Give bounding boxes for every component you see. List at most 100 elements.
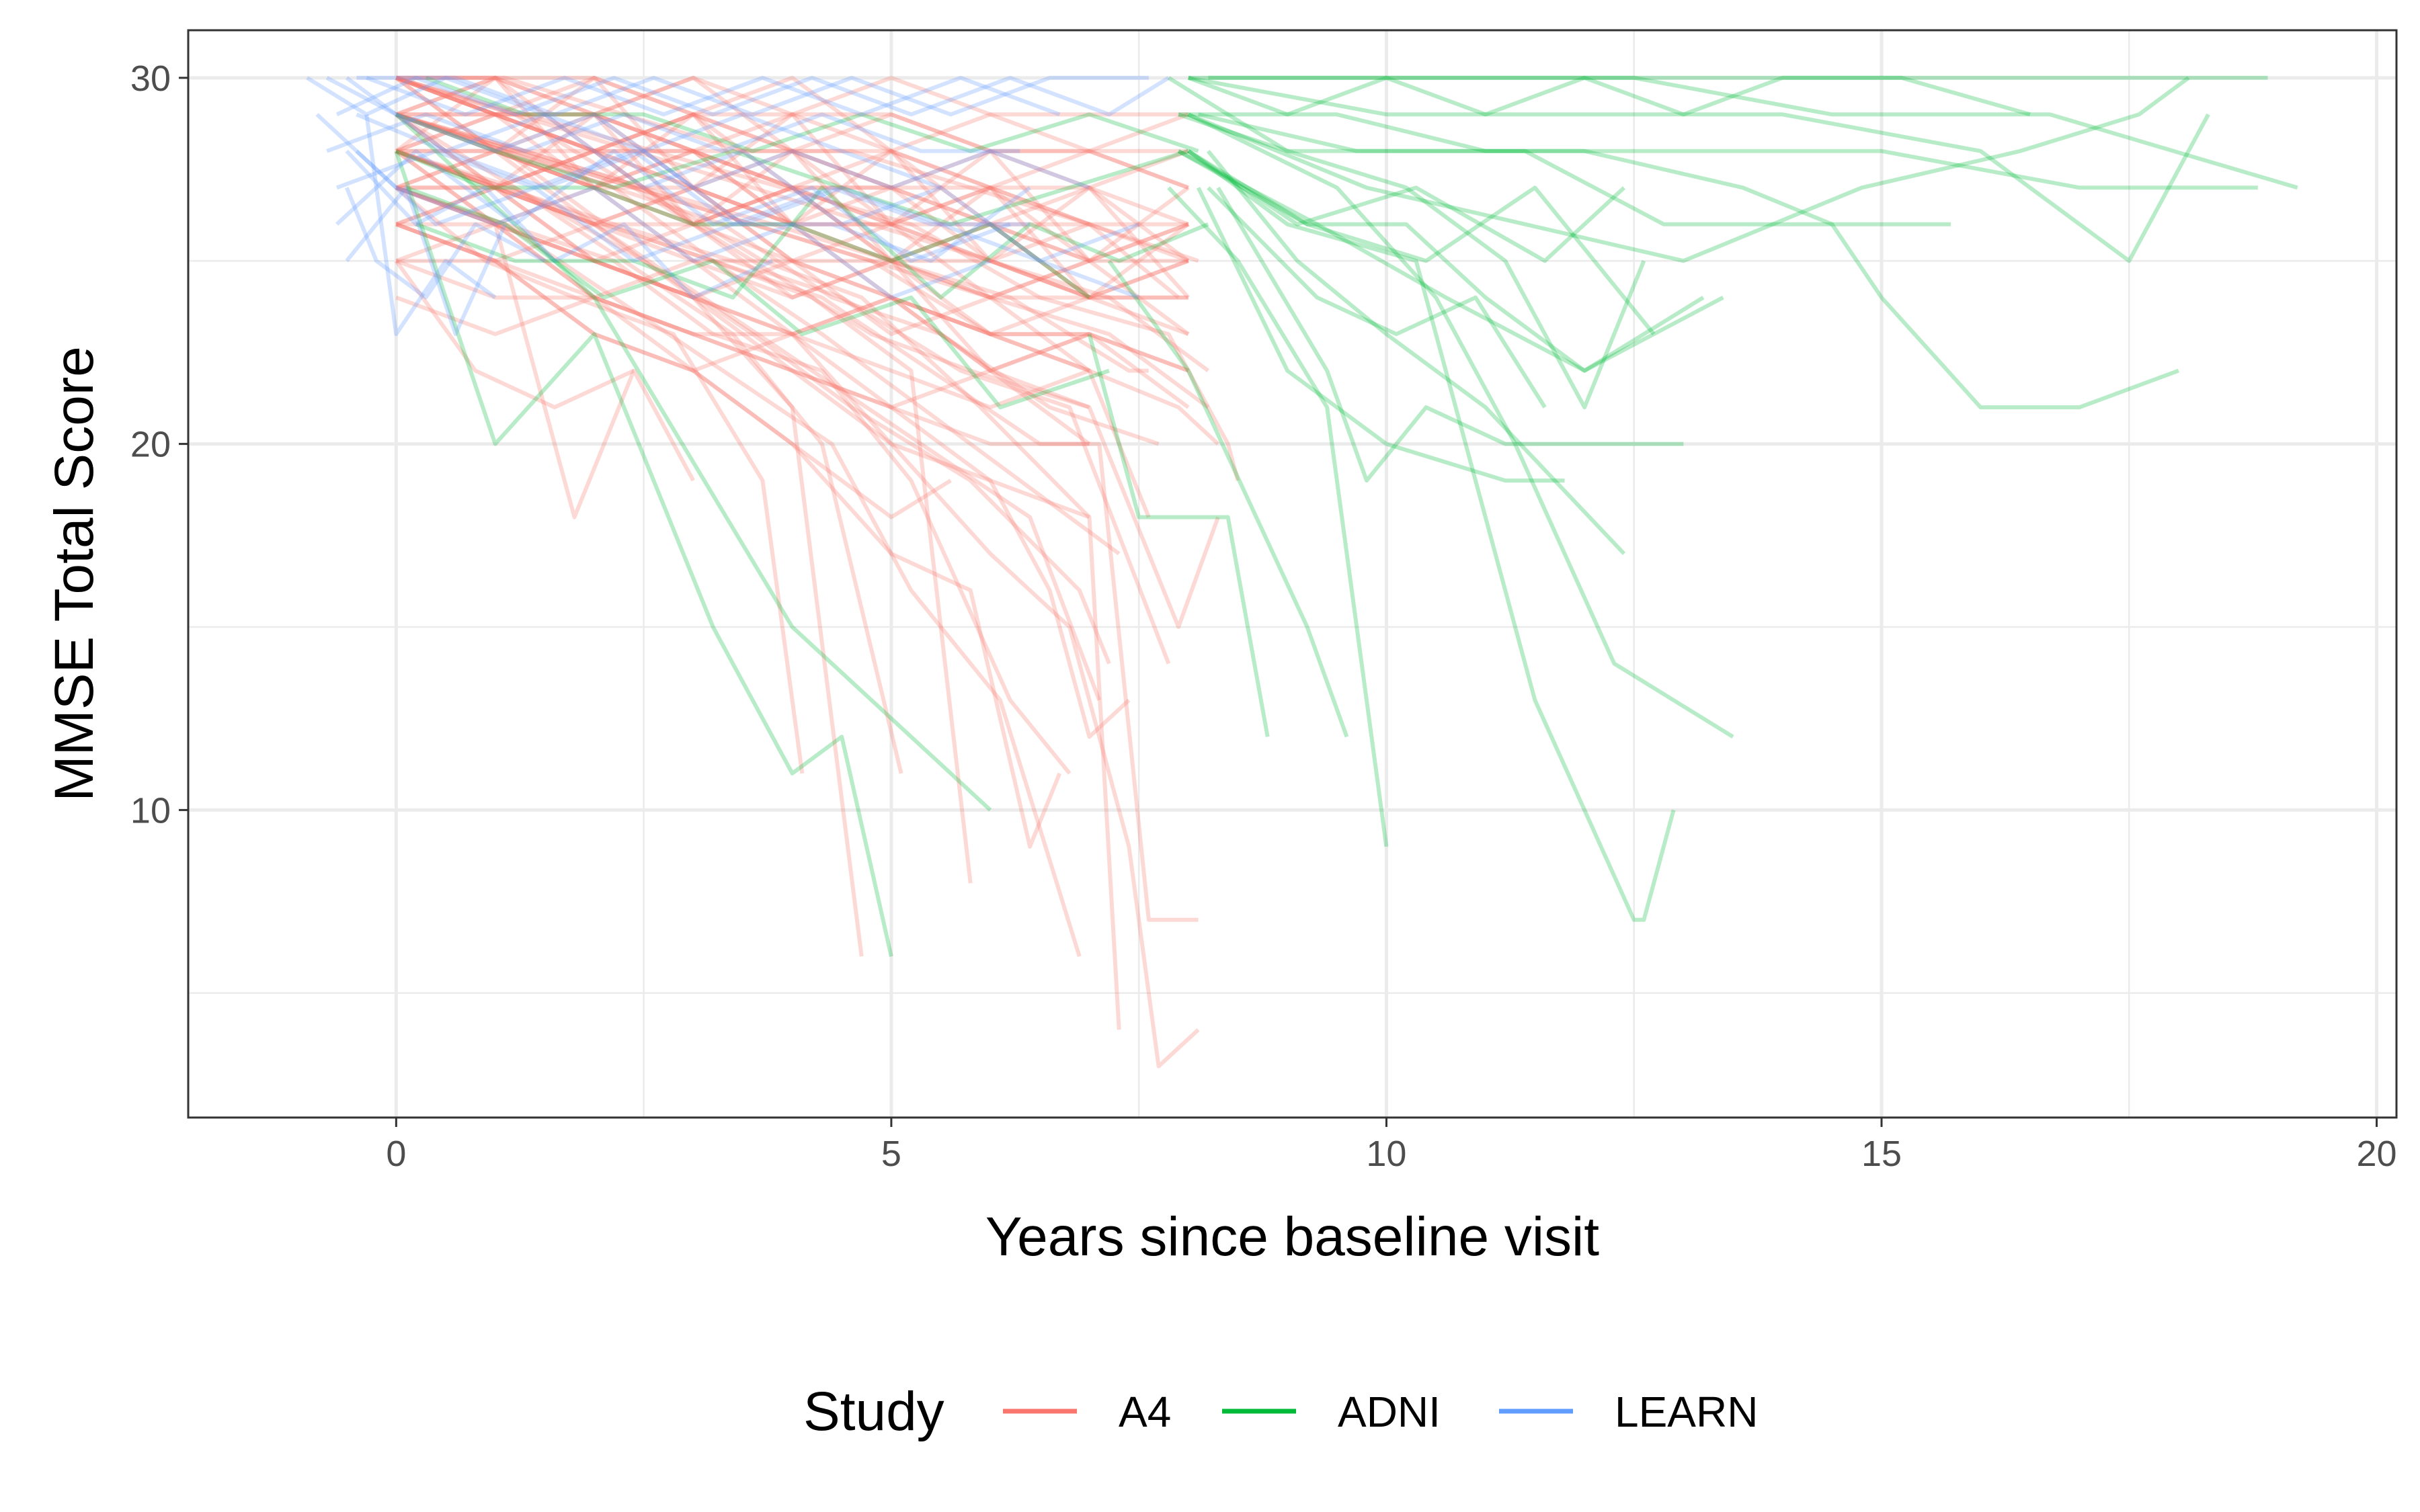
trajectory-line (395, 185, 805, 774)
trajectory-line (1167, 76, 2179, 410)
trajectory-line (395, 149, 903, 774)
trajectory-line (395, 222, 1062, 849)
trajectory-line (395, 295, 1091, 446)
series-adni (394, 75, 2298, 957)
trajectory-line (396, 149, 1188, 263)
trajectory-line (396, 75, 1189, 190)
trajectory-line (395, 149, 1190, 336)
trajectory-line (395, 185, 1190, 409)
trajectory-line (405, 185, 1110, 410)
trajectory-line (395, 185, 1072, 775)
trajectory-line (395, 149, 1131, 739)
trajectory-line (395, 149, 1200, 1068)
trajectory-line (1107, 259, 1349, 738)
trajectory-line (395, 185, 1090, 300)
trajectory-line (425, 75, 1199, 153)
trajectory-line (395, 112, 1180, 300)
trajectory-line (395, 112, 1121, 1030)
trajectory-line (395, 185, 1090, 519)
y-tick-label: 30 (130, 58, 171, 99)
trajectory-line (395, 75, 1210, 373)
trajectory-line (345, 185, 508, 337)
trajectory-line (394, 259, 635, 410)
trajectory-line (396, 112, 1189, 263)
trajectory-line (396, 259, 1090, 446)
trajectory-line (1197, 112, 1951, 226)
y-tick-label: 10 (130, 790, 171, 831)
trajectory-line (396, 112, 1090, 226)
trajectory-line (1196, 186, 1565, 483)
trajectory-line (1216, 186, 1684, 483)
y-tick-label: 20 (130, 425, 171, 465)
trajectory-line (395, 149, 1171, 665)
series-a4 (394, 75, 1240, 1068)
trajectory-line (355, 149, 1031, 263)
trajectory-line (1178, 112, 2258, 190)
legend: Study A4 ADNI LEARN (803, 1381, 1758, 1442)
trajectory-line (395, 222, 1090, 373)
trajectory-line (326, 112, 1020, 153)
trajectory-line (395, 185, 1082, 958)
x-tick-label: 20 (2356, 1134, 2396, 1174)
trajectory-line (395, 112, 1160, 446)
series-learn (306, 75, 1170, 337)
legend-label-learn: LEARN (1615, 1388, 1758, 1436)
trajectory-line (395, 112, 1188, 226)
trajectory-line (395, 112, 1199, 922)
trajectory-line (395, 75, 1190, 263)
trajectory-line (395, 75, 1189, 190)
trajectory-line (395, 222, 1090, 409)
legend-title: Study (803, 1381, 944, 1442)
trajectory-line (395, 185, 1090, 337)
y-axis-title: MMSE Total Score (44, 346, 105, 802)
trajectory-line (1087, 333, 1270, 737)
trajectory-line (1188, 75, 2210, 263)
trajectory-line (344, 187, 546, 300)
trajectory-line (395, 149, 1091, 300)
trajectory-line (395, 112, 1149, 373)
data-layer (306, 75, 2298, 1068)
trajectory-line (395, 112, 1189, 226)
trajectory-line (335, 75, 1170, 117)
trajectory-line (396, 185, 1189, 373)
trajectory-line (396, 149, 1090, 300)
trajectory-line (395, 75, 1191, 299)
x-tick-label: 0 (386, 1134, 406, 1174)
trajectory-line (395, 112, 973, 884)
trajectory-line (394, 150, 893, 957)
trajectory-line (395, 75, 1189, 263)
trajectory-line (1177, 149, 1656, 336)
trajectory-line (1177, 149, 1705, 373)
trajectory-line (396, 222, 1091, 373)
trajectory-line (415, 185, 1209, 300)
trajectory-line (1167, 186, 1389, 847)
trajectory-line (395, 75, 1151, 518)
trajectory-line (1187, 149, 1626, 263)
trajectory-line (306, 75, 942, 190)
trajectory-line (335, 149, 1011, 263)
trajectory-line (356, 112, 1140, 300)
trajectory-line (395, 149, 1121, 556)
trajectory-line (335, 149, 1031, 226)
trajectory-line (395, 259, 1090, 410)
trajectory-line (395, 113, 992, 812)
trajectory-line (396, 149, 1188, 300)
trajectory-line (356, 75, 1149, 117)
trajectory-line (395, 76, 1189, 263)
x-tick-label: 15 (1861, 1134, 1902, 1174)
trajectory-line (345, 76, 1140, 263)
trajectory-line (395, 149, 1189, 373)
trajectory-line (1207, 186, 1547, 409)
panel-border (187, 29, 2398, 1119)
trajectory-line (1187, 75, 2031, 117)
trajectory-line (395, 149, 695, 519)
trajectory-line (396, 75, 1188, 153)
trajectory-line (1178, 112, 1646, 410)
trajectory-line (395, 75, 1188, 117)
trajectory-line (395, 112, 1189, 190)
trajectory-line (364, 114, 497, 337)
trajectory-line (1187, 76, 2190, 263)
trajectory-line (395, 149, 1102, 701)
